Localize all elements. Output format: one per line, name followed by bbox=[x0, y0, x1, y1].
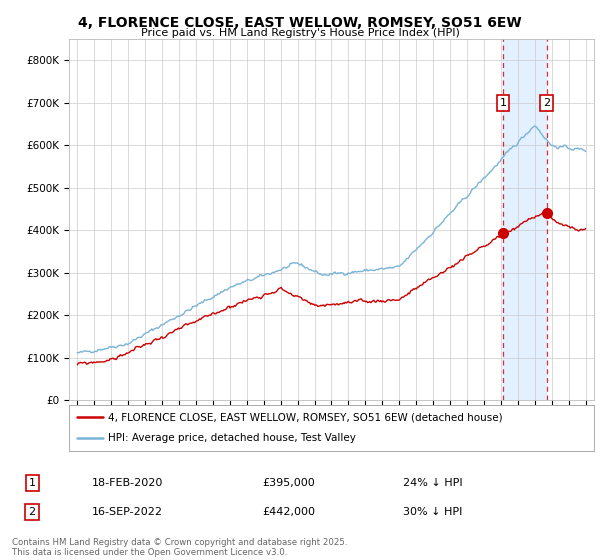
Text: 1: 1 bbox=[499, 98, 506, 108]
Text: 2: 2 bbox=[29, 507, 36, 517]
Text: £395,000: £395,000 bbox=[262, 478, 315, 488]
Text: 4, FLORENCE CLOSE, EAST WELLOW, ROMSEY, SO51 6EW (detached house): 4, FLORENCE CLOSE, EAST WELLOW, ROMSEY, … bbox=[109, 412, 503, 422]
Text: 1: 1 bbox=[29, 478, 35, 488]
Text: Contains HM Land Registry data © Crown copyright and database right 2025.
This d: Contains HM Land Registry data © Crown c… bbox=[12, 538, 347, 557]
Text: HPI: Average price, detached house, Test Valley: HPI: Average price, detached house, Test… bbox=[109, 433, 356, 444]
Text: 18-FEB-2020: 18-FEB-2020 bbox=[92, 478, 163, 488]
Bar bbox=[503, 39, 547, 400]
Text: £442,000: £442,000 bbox=[262, 507, 315, 517]
Text: 2: 2 bbox=[543, 98, 550, 108]
Text: Price paid vs. HM Land Registry's House Price Index (HPI): Price paid vs. HM Land Registry's House … bbox=[140, 28, 460, 38]
Text: 4, FLORENCE CLOSE, EAST WELLOW, ROMSEY, SO51 6EW: 4, FLORENCE CLOSE, EAST WELLOW, ROMSEY, … bbox=[78, 16, 522, 30]
Text: 16-SEP-2022: 16-SEP-2022 bbox=[92, 507, 163, 517]
Text: 30% ↓ HPI: 30% ↓ HPI bbox=[403, 507, 462, 517]
Text: 24% ↓ HPI: 24% ↓ HPI bbox=[403, 478, 462, 488]
